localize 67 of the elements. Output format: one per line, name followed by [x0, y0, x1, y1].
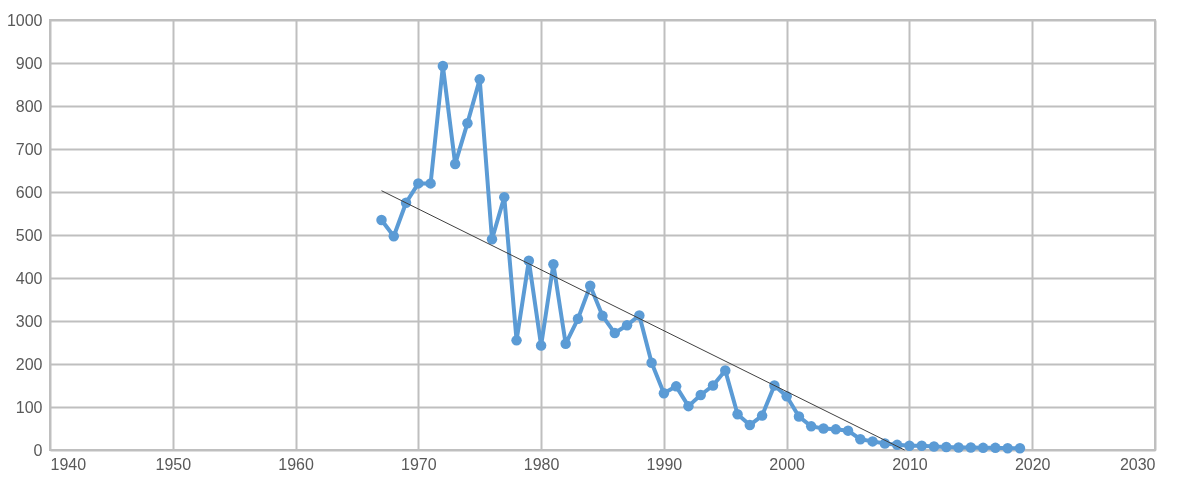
point	[928, 441, 940, 452]
point	[990, 442, 1001, 454]
x-tick-label: 1990	[646, 455, 683, 473]
point	[1002, 443, 1013, 454]
point	[707, 380, 719, 391]
y-tick-label: 100	[15, 398, 43, 416]
point	[842, 425, 854, 436]
x-tick-label: 1950	[155, 455, 192, 473]
x-tick-label: 2000	[769, 455, 806, 473]
y-tick-label: 900	[15, 54, 43, 72]
point	[756, 410, 768, 421]
point	[486, 234, 498, 245]
point	[732, 409, 743, 420]
y-tick-label: 200	[15, 355, 43, 373]
point	[621, 320, 633, 331]
point	[941, 441, 952, 453]
point	[597, 310, 608, 322]
x-tick-label: 2030	[1119, 455, 1156, 473]
point	[646, 357, 657, 368]
y-tick-label: 600	[15, 183, 43, 201]
point	[474, 74, 485, 85]
x-tick-label: 2010	[892, 455, 928, 473]
point	[683, 400, 694, 412]
point	[388, 231, 400, 242]
point	[818, 423, 829, 434]
point	[462, 117, 473, 129]
x-tick-label: 2020	[1014, 455, 1051, 473]
point	[658, 388, 670, 399]
point	[904, 440, 915, 451]
point	[548, 259, 559, 270]
point	[609, 327, 621, 339]
point	[425, 178, 436, 189]
y-tick-label: 700	[15, 140, 43, 158]
point	[1014, 443, 1026, 454]
point	[695, 389, 706, 401]
point	[584, 280, 596, 291]
point	[535, 340, 547, 351]
x-tick-label: 1980	[523, 455, 560, 473]
point	[499, 191, 510, 203]
point	[437, 60, 449, 72]
point	[965, 442, 977, 453]
point	[977, 442, 989, 454]
y-tick-label: 1000	[6, 11, 43, 29]
y-tick-label: 0	[33, 441, 43, 459]
point	[449, 158, 461, 170]
point	[830, 424, 842, 435]
x-tick-label: 1970	[401, 455, 437, 473]
point	[670, 381, 682, 392]
y-tick-label: 500	[15, 226, 43, 244]
x-tick-label: 1940	[50, 455, 87, 473]
point	[413, 178, 424, 189]
point	[560, 338, 571, 350]
point	[572, 313, 584, 325]
point	[793, 411, 805, 422]
point	[511, 335, 522, 346]
point	[916, 440, 927, 451]
point	[744, 419, 756, 431]
y-tick-label: 300	[15, 312, 43, 330]
point	[855, 434, 866, 445]
y-tick-label: 400	[15, 269, 43, 287]
point	[805, 421, 817, 432]
point	[720, 365, 731, 376]
point	[867, 436, 878, 447]
y-tick-label: 800	[15, 97, 43, 115]
point	[376, 214, 387, 226]
point	[953, 442, 964, 453]
x-tick-label: 1960	[278, 455, 314, 473]
